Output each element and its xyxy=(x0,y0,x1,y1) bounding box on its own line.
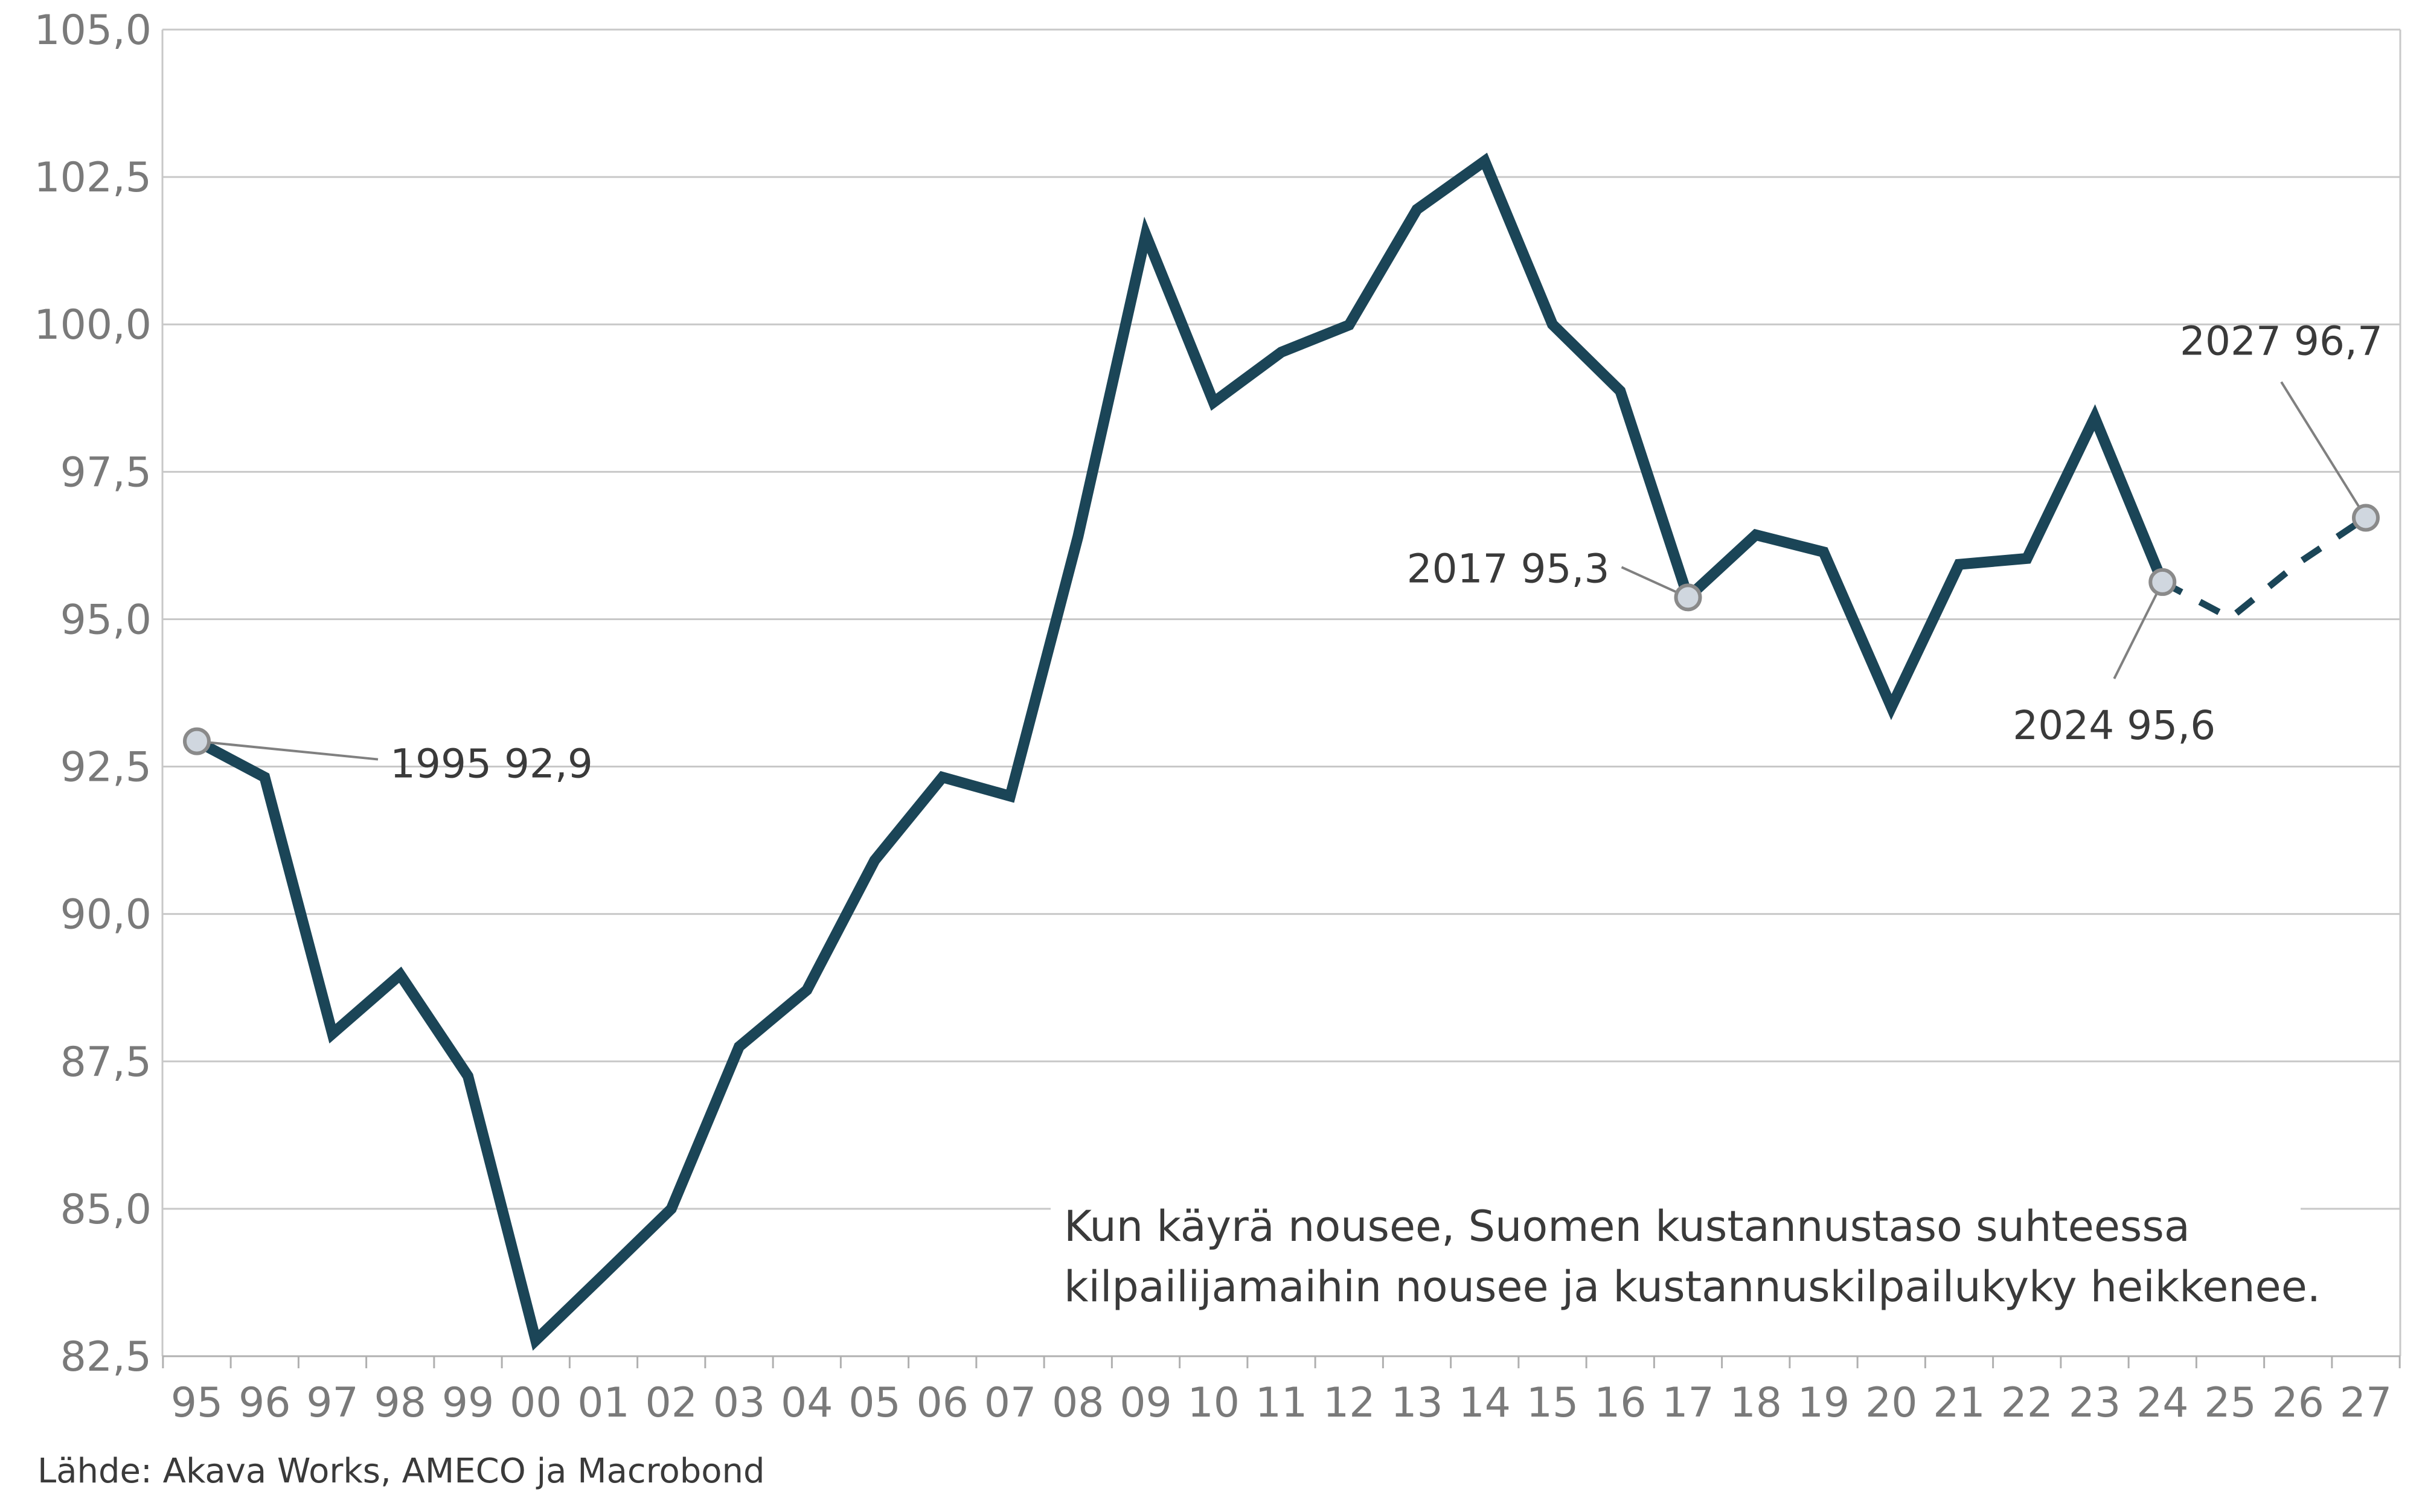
x-tick-label: 95 xyxy=(171,1379,223,1427)
x-tick-label: 96 xyxy=(239,1379,291,1427)
x-axis-ticks: 95 96 97 98 99 00 01 02 03 04 05 06 07 08 09 10 11 12 13 14… xyxy=(171,1379,2392,1427)
x-tick-label: 13 xyxy=(1391,1379,1443,1427)
x-tick-label: 12 xyxy=(1323,1379,1376,1427)
x-tick-label: 01 xyxy=(577,1379,630,1427)
annotation-marker xyxy=(183,727,211,755)
annotation-leader-line xyxy=(196,740,379,761)
x-tick-label: 25 xyxy=(2204,1379,2257,1427)
x-tick-label: 20 xyxy=(1865,1379,1918,1427)
series-line-forecast xyxy=(2161,514,2368,623)
x-tick-label: 09 xyxy=(1120,1379,1172,1427)
annotation-label: 2017 95,3 xyxy=(1407,545,1610,592)
y-tick-label: 102,5 xyxy=(34,154,152,202)
x-tick-label: 17 xyxy=(1662,1379,1714,1427)
annotations: 1995 92,9 2017 95,3 2024 95,6 2027 96,7 xyxy=(183,318,2383,787)
annotation-leader-line xyxy=(2280,381,2367,519)
annotation-marker xyxy=(1674,583,1702,612)
y-tick-label: 87,5 xyxy=(60,1039,152,1086)
x-tick-label: 11 xyxy=(1255,1379,1308,1427)
y-tick-label: 90,0 xyxy=(60,891,152,939)
x-tick-label: 97 xyxy=(306,1379,359,1427)
x-tick-label: 05 xyxy=(848,1379,901,1427)
x-tick-label: 23 xyxy=(2069,1379,2121,1427)
note-line-1: Kun käyrä nousee, Suomen kustannustaso s… xyxy=(1064,1202,2190,1251)
x-tick-label: 06 xyxy=(916,1379,969,1427)
x-tick-label: 04 xyxy=(781,1379,833,1427)
y-tick-label: 105,0 xyxy=(34,7,152,54)
series-line-actual xyxy=(194,152,2168,1351)
gridlines xyxy=(161,28,2401,1368)
source-text: Lähde: Akava Works, AMECO ja Macrobond xyxy=(37,1452,765,1491)
annotation-label: 2027 96,7 xyxy=(2180,318,2383,364)
x-tick-label: 02 xyxy=(645,1379,697,1427)
x-tick-label: 22 xyxy=(2001,1379,2053,1427)
y-tick-label: 95,0 xyxy=(60,596,152,644)
x-tick-label: 99 xyxy=(442,1379,495,1427)
annotation-leader-line xyxy=(2113,581,2164,679)
y-tick-label: 92,5 xyxy=(60,744,152,792)
note-background xyxy=(1051,1184,2301,1322)
x-tick-label: 26 xyxy=(2272,1379,2324,1427)
note-line-2: kilpailijamaihin nousee ja kustannuskilp… xyxy=(1064,1262,2321,1312)
annotation-marker xyxy=(2352,504,2380,532)
x-tick-label: 03 xyxy=(713,1379,766,1427)
x-tick-label: 10 xyxy=(1187,1379,1240,1427)
x-tick-label: 27 xyxy=(2340,1379,2392,1427)
x-tick-label: 16 xyxy=(1594,1379,1647,1427)
y-axis-ticks: 82,5 85,0 87,5 90,0 92,5 95,0 97,5 100,0 102,5 10… xyxy=(34,7,152,1381)
x-tick-label: 98 xyxy=(374,1379,426,1427)
y-tick-label: 82,5 xyxy=(60,1333,152,1381)
annotation-label: 1995 92,9 xyxy=(390,741,593,787)
series-lines xyxy=(194,152,2368,1351)
x-tick-label: 00 xyxy=(510,1379,562,1427)
x-tick-label: 15 xyxy=(1526,1379,1579,1427)
x-tick-label: 19 xyxy=(1798,1379,1850,1427)
x-tick-label: 07 xyxy=(984,1379,1037,1427)
y-tick-label: 100,0 xyxy=(34,301,152,349)
y-tick-label: 97,5 xyxy=(60,449,152,496)
x-tick-label: 24 xyxy=(2136,1379,2189,1427)
x-tick-label: 14 xyxy=(1458,1379,1511,1427)
y-tick-label: 85,0 xyxy=(60,1186,152,1234)
annotation-label: 2024 95,6 xyxy=(2013,702,2215,749)
x-tick-label: 21 xyxy=(1933,1379,1985,1427)
annotation-marker xyxy=(2148,568,2177,596)
x-tick-label: 18 xyxy=(1729,1379,1782,1427)
x-tick-label: 08 xyxy=(1052,1379,1104,1427)
